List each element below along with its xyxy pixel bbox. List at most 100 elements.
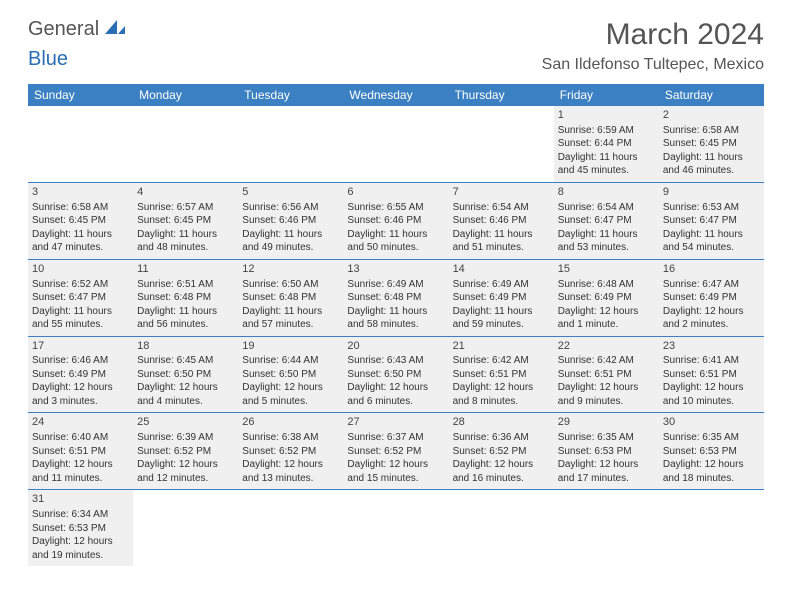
day-header-cell: Friday xyxy=(554,84,659,106)
sunrise-line: Sunrise: 6:47 AM xyxy=(663,278,760,292)
daylight-line: Daylight: 12 hours xyxy=(32,458,129,472)
calendar-week: 17Sunrise: 6:46 AMSunset: 6:49 PMDayligh… xyxy=(28,337,764,414)
day-cell: 14Sunrise: 6:49 AMSunset: 6:49 PMDayligh… xyxy=(449,260,554,336)
daylight-line2: and 53 minutes. xyxy=(558,241,655,255)
sunset-line: Sunset: 6:51 PM xyxy=(32,445,129,459)
sunset-line: Sunset: 6:47 PM xyxy=(663,214,760,228)
day-cell: 24Sunrise: 6:40 AMSunset: 6:51 PMDayligh… xyxy=(28,413,133,489)
day-number: 26 xyxy=(242,415,339,430)
sunrise-line: Sunrise: 6:36 AM xyxy=(453,431,550,445)
brand-logo: General xyxy=(28,18,129,41)
sunrise-line: Sunrise: 6:49 AM xyxy=(453,278,550,292)
day-cell: 23Sunrise: 6:41 AMSunset: 6:51 PMDayligh… xyxy=(659,337,764,413)
day-number: 12 xyxy=(242,262,339,277)
day-cell: 30Sunrise: 6:35 AMSunset: 6:53 PMDayligh… xyxy=(659,413,764,489)
day-number: 28 xyxy=(453,415,550,430)
day-number: 30 xyxy=(663,415,760,430)
brand-general: General xyxy=(28,18,99,41)
sunset-line: Sunset: 6:48 PM xyxy=(242,291,339,305)
day-number: 19 xyxy=(242,339,339,354)
sunrise-line: Sunrise: 6:48 AM xyxy=(558,278,655,292)
sunrise-line: Sunrise: 6:50 AM xyxy=(242,278,339,292)
sunset-line: Sunset: 6:46 PM xyxy=(453,214,550,228)
day-cell: 18Sunrise: 6:45 AMSunset: 6:50 PMDayligh… xyxy=(133,337,238,413)
sunrise-line: Sunrise: 6:56 AM xyxy=(242,201,339,215)
day-header-cell: Thursday xyxy=(449,84,554,106)
daylight-line: Daylight: 12 hours xyxy=(347,458,444,472)
day-number: 4 xyxy=(137,185,234,200)
daylight-line: Daylight: 12 hours xyxy=(242,381,339,395)
day-number: 23 xyxy=(663,339,760,354)
sunset-line: Sunset: 6:50 PM xyxy=(242,368,339,382)
day-number: 24 xyxy=(32,415,129,430)
daylight-line: Daylight: 12 hours xyxy=(558,305,655,319)
sunset-line: Sunset: 6:49 PM xyxy=(558,291,655,305)
sunset-line: Sunset: 6:47 PM xyxy=(32,291,129,305)
daylight-line2: and 50 minutes. xyxy=(347,241,444,255)
sail-icon xyxy=(103,18,127,41)
daylight-line: Daylight: 12 hours xyxy=(663,305,760,319)
day-number: 16 xyxy=(663,262,760,277)
day-cell: 21Sunrise: 6:42 AMSunset: 6:51 PMDayligh… xyxy=(449,337,554,413)
daylight-line2: and 16 minutes. xyxy=(453,472,550,486)
brand-blue: Blue xyxy=(28,48,68,71)
daylight-line2: and 6 minutes. xyxy=(347,395,444,409)
daylight-line2: and 19 minutes. xyxy=(32,549,129,563)
sunrise-line: Sunrise: 6:34 AM xyxy=(32,508,129,522)
daylight-line: Daylight: 12 hours xyxy=(663,381,760,395)
daylight-line: Daylight: 12 hours xyxy=(32,381,129,395)
calendar-week: 1Sunrise: 6:59 AMSunset: 6:44 PMDaylight… xyxy=(28,106,764,183)
daylight-line: Daylight: 12 hours xyxy=(347,381,444,395)
sunset-line: Sunset: 6:49 PM xyxy=(32,368,129,382)
empty-cell xyxy=(133,490,238,566)
daylight-line2: and 2 minutes. xyxy=(663,318,760,332)
day-cell: 26Sunrise: 6:38 AMSunset: 6:52 PMDayligh… xyxy=(238,413,343,489)
empty-cell xyxy=(238,490,343,566)
day-cell: 11Sunrise: 6:51 AMSunset: 6:48 PMDayligh… xyxy=(133,260,238,336)
sunrise-line: Sunrise: 6:41 AM xyxy=(663,354,760,368)
calendar-week: 3Sunrise: 6:58 AMSunset: 6:45 PMDaylight… xyxy=(28,183,764,260)
day-cell: 5Sunrise: 6:56 AMSunset: 6:46 PMDaylight… xyxy=(238,183,343,259)
empty-cell xyxy=(449,490,554,566)
daylight-line: Daylight: 11 hours xyxy=(32,305,129,319)
day-number: 25 xyxy=(137,415,234,430)
calendar-week: 24Sunrise: 6:40 AMSunset: 6:51 PMDayligh… xyxy=(28,413,764,490)
sunrise-line: Sunrise: 6:58 AM xyxy=(32,201,129,215)
empty-cell xyxy=(133,106,238,182)
day-header-cell: Monday xyxy=(133,84,238,106)
daylight-line2: and 18 minutes. xyxy=(663,472,760,486)
daylight-line2: and 3 minutes. xyxy=(32,395,129,409)
sunset-line: Sunset: 6:45 PM xyxy=(32,214,129,228)
day-cell: 12Sunrise: 6:50 AMSunset: 6:48 PMDayligh… xyxy=(238,260,343,336)
daylight-line2: and 17 minutes. xyxy=(558,472,655,486)
daylight-line2: and 57 minutes. xyxy=(242,318,339,332)
daylight-line: Daylight: 11 hours xyxy=(242,305,339,319)
day-number: 20 xyxy=(347,339,444,354)
sunrise-line: Sunrise: 6:58 AM xyxy=(663,124,760,138)
daylight-line2: and 15 minutes. xyxy=(347,472,444,486)
day-cell: 31Sunrise: 6:34 AMSunset: 6:53 PMDayligh… xyxy=(28,490,133,566)
daylight-line2: and 48 minutes. xyxy=(137,241,234,255)
daylight-line2: and 11 minutes. xyxy=(32,472,129,486)
daylight-line: Daylight: 12 hours xyxy=(663,458,760,472)
sunrise-line: Sunrise: 6:43 AM xyxy=(347,354,444,368)
location: San Ildefonso Tultepec, Mexico xyxy=(542,56,764,74)
sunset-line: Sunset: 6:49 PM xyxy=(663,291,760,305)
day-number: 1 xyxy=(558,108,655,123)
empty-cell xyxy=(343,490,448,566)
day-number: 6 xyxy=(347,185,444,200)
daylight-line2: and 13 minutes. xyxy=(242,472,339,486)
daylight-line: Daylight: 11 hours xyxy=(663,228,760,242)
day-number: 27 xyxy=(347,415,444,430)
daylight-line2: and 54 minutes. xyxy=(663,241,760,255)
sunset-line: Sunset: 6:45 PM xyxy=(137,214,234,228)
sunset-line: Sunset: 6:44 PM xyxy=(558,137,655,151)
day-header-cell: Saturday xyxy=(659,84,764,106)
title-block: March 2024 San Ildefonso Tultepec, Mexic… xyxy=(542,18,764,74)
sunset-line: Sunset: 6:52 PM xyxy=(137,445,234,459)
day-number: 22 xyxy=(558,339,655,354)
sunrise-line: Sunrise: 6:44 AM xyxy=(242,354,339,368)
daylight-line: Daylight: 11 hours xyxy=(347,305,444,319)
sunset-line: Sunset: 6:52 PM xyxy=(347,445,444,459)
day-cell: 25Sunrise: 6:39 AMSunset: 6:52 PMDayligh… xyxy=(133,413,238,489)
